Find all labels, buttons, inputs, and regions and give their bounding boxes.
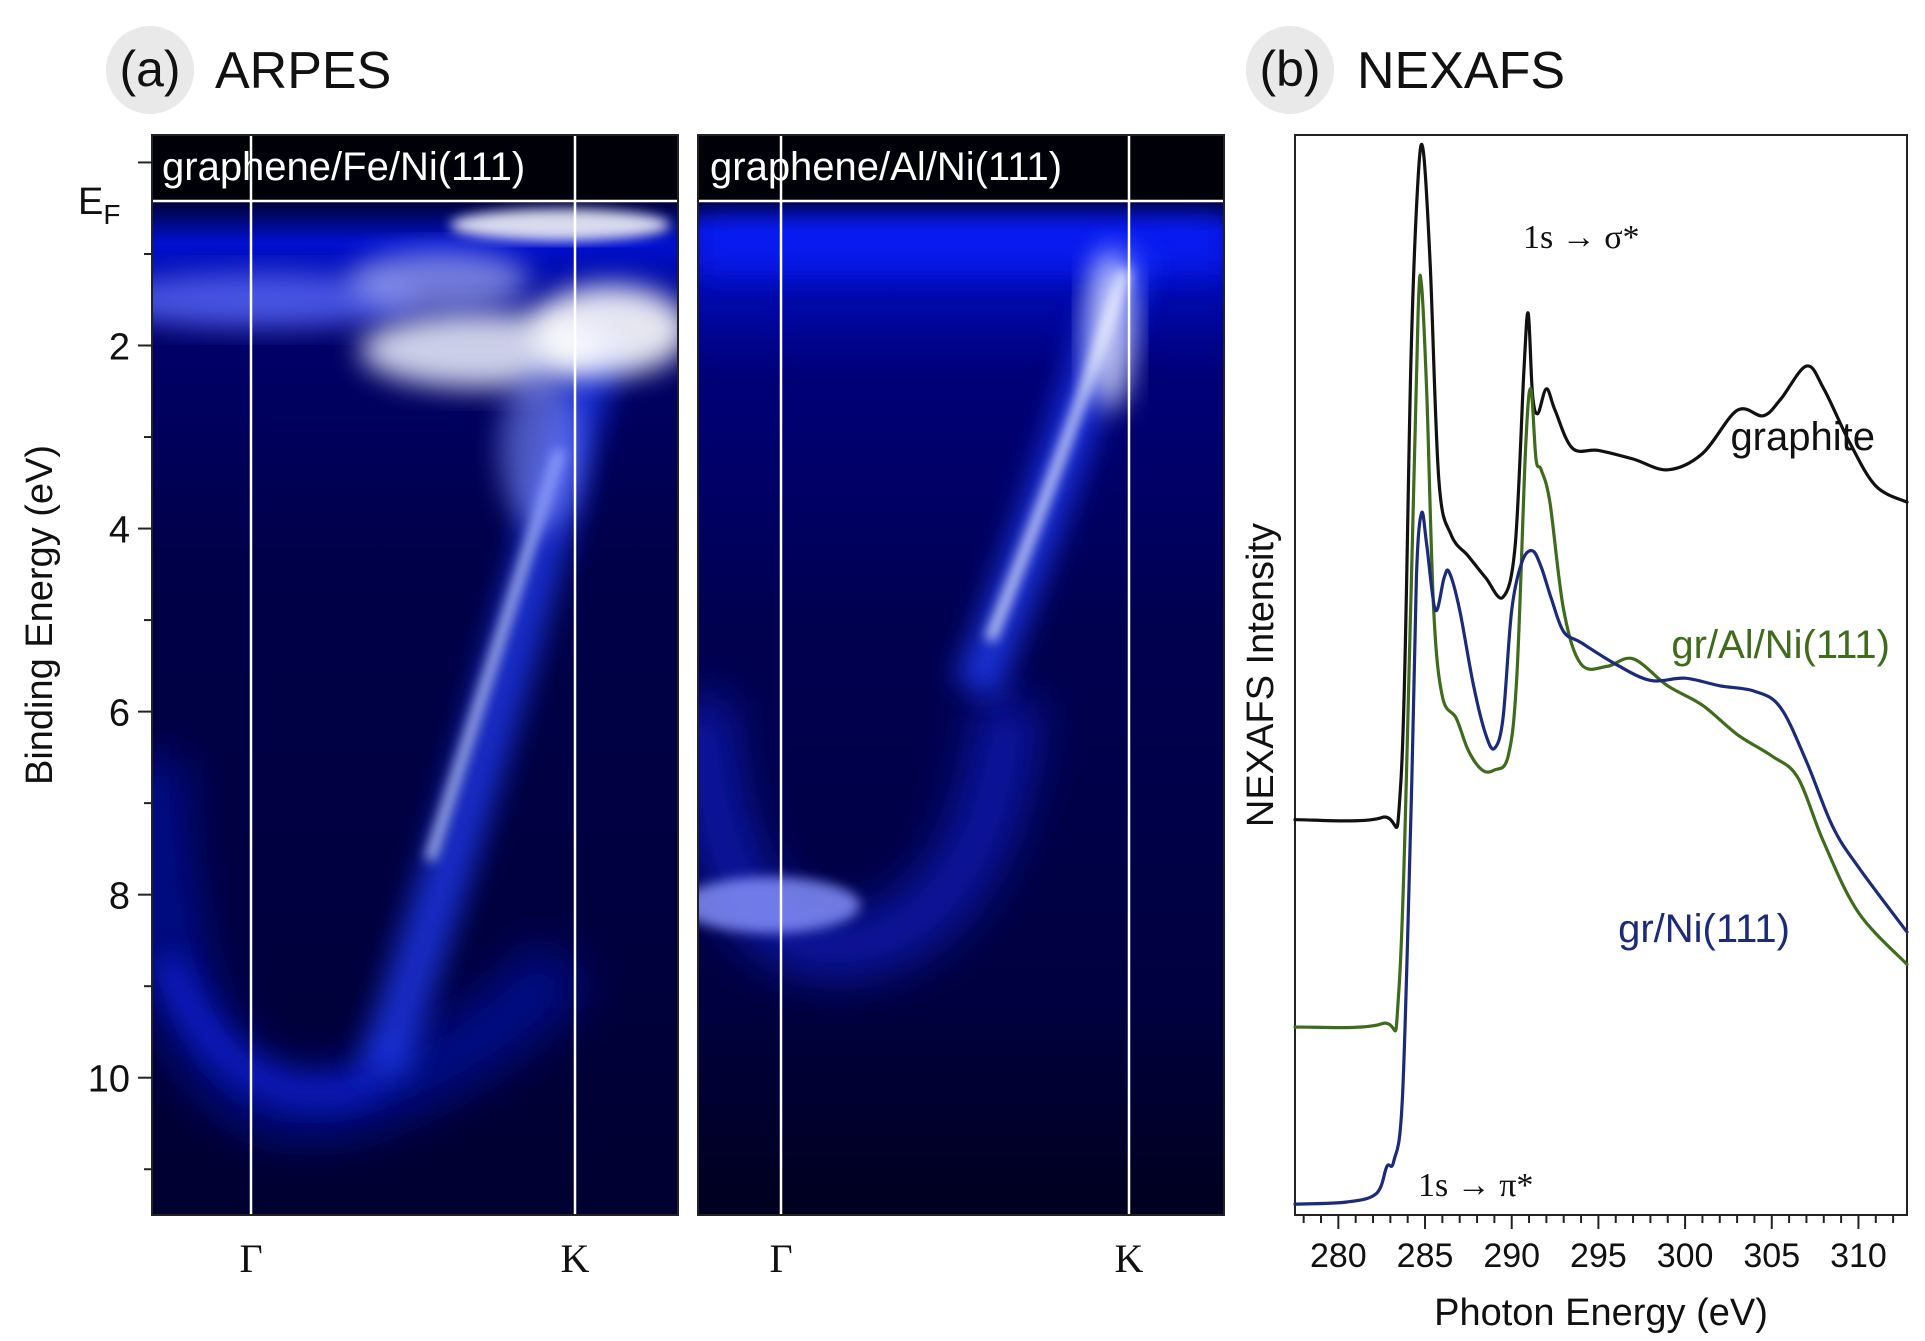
nexafs-series-label-3: gr/Ni(111) [1618,907,1790,951]
heatmap-al-parabola-band [698,696,1040,978]
heatmap-al-header [698,135,1224,201]
nexafs-plot-frame [1294,134,1908,1216]
heatmap-fe-d-band-3 [530,285,678,375]
nexafs-series-label-2: gr/Al/Ni(111) [1671,623,1890,667]
arpes-y-tick-label: 2 [109,327,130,369]
fe-gamma-label: Γ [239,1236,262,1281]
nexafs-ylabel: NEXAFS Intensity [1240,523,1282,827]
heatmap-al-k-spot [1086,250,1134,410]
nexafs-xlabel: Photon Energy (eV) [1434,1292,1768,1334]
nexafs-x-tick-label: 300 [1657,1237,1714,1275]
nexafs-x-tick-label: 290 [1483,1237,1540,1275]
ef-label: EF [78,181,120,230]
heatmap-fe-d-band-5 [350,250,530,310]
nexafs-series-line-3 [1293,510,1909,1206]
al-gamma-label: Γ [769,1236,792,1281]
arpes-y-axis: 2 4 6 8 10 [88,161,152,1171]
panel-a-title: ARPES [215,42,391,100]
panel-b-title: NEXAFS [1357,42,1565,100]
panel-a: (a) ARPES Binding Energy (eV) EF 2 4 6 8 10 [19,26,1225,1281]
nexafs-series-line-1 [1293,143,1909,830]
arpes-y-tick-label: 6 [109,693,130,735]
panel-a-letter: (a) [119,41,180,97]
heatmap-fe-frame [151,134,679,1216]
nexafs-x-axis: 280 285 290 295 300 305 310 [1302,1215,1895,1275]
heatmap-fe-parabola-core [152,954,385,1106]
arpes-heatmap-fe [152,135,678,1215]
heatmap-al-frame [697,134,1225,1216]
arpes-ylabel: Binding Energy (eV) [19,445,61,785]
nexafs-x-tick-label: 280 [1310,1237,1367,1275]
nexafs-series-group [1293,143,1909,1206]
nexafs-series-line-2 [1293,273,1909,1033]
nexafs-x-tick-label: 295 [1570,1237,1627,1275]
heatmap-fe-pi-band-glow [356,318,633,1084]
heatmap-fe-header [152,135,678,201]
annotation-sigma: 1s → σ* [1523,219,1640,256]
nexafs-x-tick-label: 310 [1830,1237,1887,1275]
al-k-label: K [1115,1236,1144,1281]
nexafs-x-tick-label: 285 [1397,1237,1454,1275]
panel-b-letter: (b) [1259,41,1320,97]
heatmap-fe-d-band-6 [500,370,580,530]
fe-k-label: K [561,1236,590,1281]
heatmap-al-sigma-spot [698,877,860,933]
arpes-y-tick-label: 10 [88,1059,130,1101]
annotation-pi: 1s → π* [1418,1167,1533,1204]
nexafs-series-label-1: graphite [1730,415,1875,459]
arpes-y-tick-label: 4 [109,510,130,552]
heatmap-fe-d-band-4 [450,209,670,241]
arpes-heatmap-al [698,135,1224,1215]
heatmap-fe-label: graphene/Fe/Ni(111) [162,145,525,189]
nexafs-x-tick-label: 305 [1743,1237,1800,1275]
panel-b: (b) NEXAFS 280 285 290 295 300 305 310 graphit… [1240,26,1909,1334]
panel-a-letter-badge [106,26,194,114]
nexafs-series-labels: graphite gr/Al/Ni(111) gr/Ni(111) [1618,415,1890,951]
heatmap-al-label: graphene/Al/Ni(111) [710,145,1062,189]
arpes-y-tick-label: 8 [109,876,130,918]
panel-b-letter-badge [1246,26,1334,114]
